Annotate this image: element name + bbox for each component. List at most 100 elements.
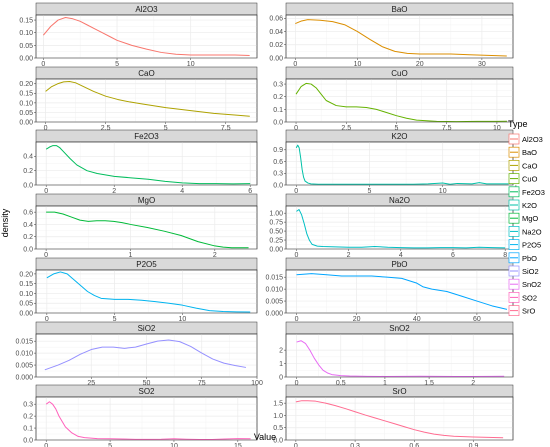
y-tick-label: 0.010 — [15, 351, 33, 358]
y-tick-label: 0.0 — [273, 119, 283, 126]
y-tick-label: 0.5 — [273, 425, 283, 432]
y-tick-label: 0.25 — [269, 237, 283, 244]
legend-label: Na2O — [522, 227, 542, 236]
legend-item-Na2O: Na2O — [508, 226, 542, 237]
density-line-MgO — [46, 211, 249, 249]
y-tick-label: 0.3 — [273, 171, 283, 178]
x-tick-label: 30 — [478, 61, 486, 68]
plot-area — [285, 333, 514, 378]
facet-panel-Al2O3: Al2O3 0 5 10 0.00 0.05 0.10 0.15 — [19, 2, 258, 68]
legend-item-SiO2: SiO2 — [508, 265, 539, 277]
y-tick-label: 0.10 — [19, 100, 33, 107]
density-line-PbO — [296, 273, 508, 310]
y-tick-label: 0.005 — [15, 362, 33, 369]
y-tick-label: 0.2 — [273, 94, 283, 101]
facet-strip-label: CaO — [138, 69, 154, 78]
x-tick-label: 10 — [170, 443, 178, 447]
x-tick-label: 0 — [41, 61, 45, 68]
legend-label: CaO — [522, 161, 538, 170]
y-tick-label: 0.05 — [19, 301, 33, 308]
x-tick-label: 0 — [294, 188, 298, 195]
legend-item-K2O: K2O — [508, 199, 537, 211]
x-tick-label: 2.5 — [101, 125, 111, 132]
plot-border — [35, 333, 258, 378]
facet-strip-label: PbO — [391, 260, 407, 269]
density-line-BaO — [295, 19, 507, 57]
legend-item-SrO: SrO — [508, 305, 536, 316]
x-tick-label: 25 — [87, 380, 95, 387]
plot-border — [35, 205, 258, 250]
density-line-SiO2 — [44, 339, 247, 371]
facet-panel-SiO2: SiO2 25 50 75 100 0.000 0.005 0.010 0.015 — [15, 321, 263, 387]
x-tick-label: 5 — [395, 125, 399, 132]
x-tick-label: 10 — [493, 125, 501, 132]
x-tick-label: 0 — [44, 252, 48, 259]
y-tick-label: 0.04 — [269, 29, 283, 36]
plot-border — [285, 269, 514, 314]
plot-area — [35, 269, 258, 314]
plot-border — [285, 78, 514, 123]
legend-item-BaO: BaO — [508, 146, 537, 158]
facet-strip-label: P2O5 — [136, 260, 157, 269]
legend-label: P2O5 — [522, 241, 541, 250]
y-tick-label: 0.3 — [23, 402, 33, 409]
plot-area — [35, 396, 258, 441]
legend-item-Fe2O3: Fe2O3 — [508, 186, 545, 198]
facet-strip-label: SO2 — [138, 387, 155, 396]
x-tick-label: 5 — [368, 188, 372, 195]
x-tick-label: 10 — [179, 316, 187, 323]
y-tick-label: 1 — [279, 361, 283, 368]
legend-label: PbO — [522, 254, 537, 263]
facet-panel-Na2O: Na2O 0 2 4 6 8 0.00 0.25 0.500.75 1.00 — [269, 193, 514, 259]
x-tick-label: 2 — [112, 188, 116, 195]
x-tick-label: 5 — [108, 443, 112, 447]
y-tick-label: 0.005 — [265, 298, 283, 305]
y-tick-label: 0.6 — [273, 159, 283, 166]
y-tick-label: 0.02 — [269, 42, 283, 49]
facet-strip-label: BaO — [391, 5, 407, 14]
x-tick-label: 20 — [416, 61, 424, 68]
y-tick-label: 0.1 — [23, 425, 33, 432]
y-tick-label: 0.0 — [23, 182, 33, 189]
legend-label: SnO2 — [522, 280, 541, 289]
facet-panel-Fe2O3: Fe2O3 0 2 4 6 0.0 0.2 0.4 — [23, 129, 258, 195]
legend-label: BaO — [522, 148, 537, 157]
x-tick-label: 0.3 — [350, 443, 360, 447]
y-tick-label: 0.75 — [269, 220, 283, 227]
legend-item-CaO: CaO — [508, 160, 538, 171]
x-tick-label: 7.5 — [221, 125, 231, 132]
y-tick-label: 0.06 — [269, 16, 283, 23]
facet-panel-SrO: SrO 0 0.3 0.6 0.9 0.0 0.5 1.0 1.5 — [273, 384, 514, 447]
x-tick-label: 0 — [293, 61, 297, 68]
y-tick-label: 0.20 — [19, 81, 33, 88]
density-line-K2O — [295, 144, 509, 185]
x-tick-label: 0 — [44, 125, 48, 132]
y-tick-label: 0.10 — [19, 30, 33, 37]
x-tick-label: 75 — [198, 380, 206, 387]
plot-area — [285, 78, 514, 123]
y-tick-label: 2 — [279, 348, 283, 355]
x-tick-label: 7.5 — [442, 125, 452, 132]
density-line-Na2O — [296, 209, 506, 249]
plot-border — [35, 396, 258, 441]
legend-label: SrO — [522, 307, 536, 316]
facet-panel-MgO: MgO 0 1 2 0.0 0.2 0.4 0.6 — [23, 193, 258, 259]
legend-item-CuO: CuO — [508, 173, 538, 184]
plot-border — [35, 78, 258, 123]
x-tick-label: 4 — [180, 188, 184, 195]
facet-panel-BaO: BaO 0 10 20 30 0.00 0.02 0.04 0.06 — [269, 2, 514, 68]
legend-item-P2O5: P2O5 — [508, 239, 541, 250]
y-tick-label: 0.15 — [19, 17, 33, 24]
y-tick-label: 0.50 — [269, 228, 283, 235]
x-tick-label: 100 — [251, 380, 263, 387]
x-tick-label: 10 — [439, 188, 447, 195]
plot-border — [285, 396, 514, 441]
x-tick-label: 2.5 — [341, 125, 351, 132]
facet-strip-label: Fe2O3 — [134, 132, 159, 141]
y-tick-label: 0.2 — [23, 414, 33, 421]
plot-border — [35, 269, 258, 314]
legend: Type Al2O3 BaO CaO CuO Fe2O3 K2O MgO Na2O P2O5 Pb… — [508, 119, 545, 316]
legend-item-PbO: PbO — [508, 252, 537, 264]
y-tick-label: 0.000 — [265, 310, 283, 317]
